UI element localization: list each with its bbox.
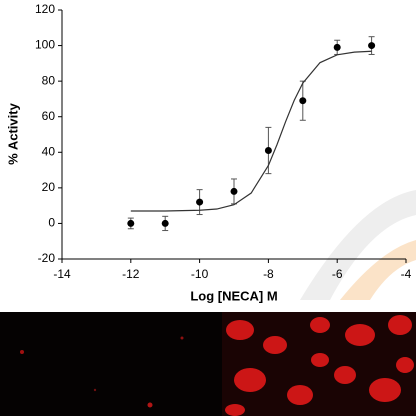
- background-swoosh: [340, 240, 416, 300]
- x-tick-label: -4: [401, 267, 412, 281]
- x-tick-label: -10: [191, 267, 209, 281]
- data-point: [196, 198, 204, 206]
- data-point: [368, 42, 376, 50]
- x-tick-label: -6: [332, 267, 343, 281]
- y-tick-label: 20: [42, 180, 56, 194]
- y-tick-label: 0: [48, 216, 55, 230]
- x-tick-label: -8: [263, 267, 274, 281]
- x-tick-label: -12: [122, 267, 140, 281]
- data-point: [333, 43, 341, 51]
- micrograph-left: [0, 312, 222, 416]
- y-tick-label: 80: [42, 73, 56, 87]
- data-point: [299, 97, 307, 105]
- fit-curve: [130, 50, 372, 212]
- data-point: [230, 187, 238, 195]
- y-axis-label: % Activity: [5, 102, 20, 164]
- y-tick-label: 100: [35, 38, 55, 52]
- x-tick-label: -14: [53, 267, 71, 281]
- y-tick-label: 120: [35, 2, 55, 16]
- micrograph-right: [222, 312, 416, 416]
- y-tick-label: 40: [42, 144, 56, 158]
- data-point: [127, 219, 135, 227]
- data-point: [264, 147, 272, 155]
- y-tick-label: -20: [38, 251, 56, 265]
- data-point: [161, 219, 169, 227]
- x-axis-label: Log [NECA] M: [190, 288, 277, 303]
- background-swoosh: [300, 190, 416, 300]
- y-tick-label: 60: [42, 109, 56, 123]
